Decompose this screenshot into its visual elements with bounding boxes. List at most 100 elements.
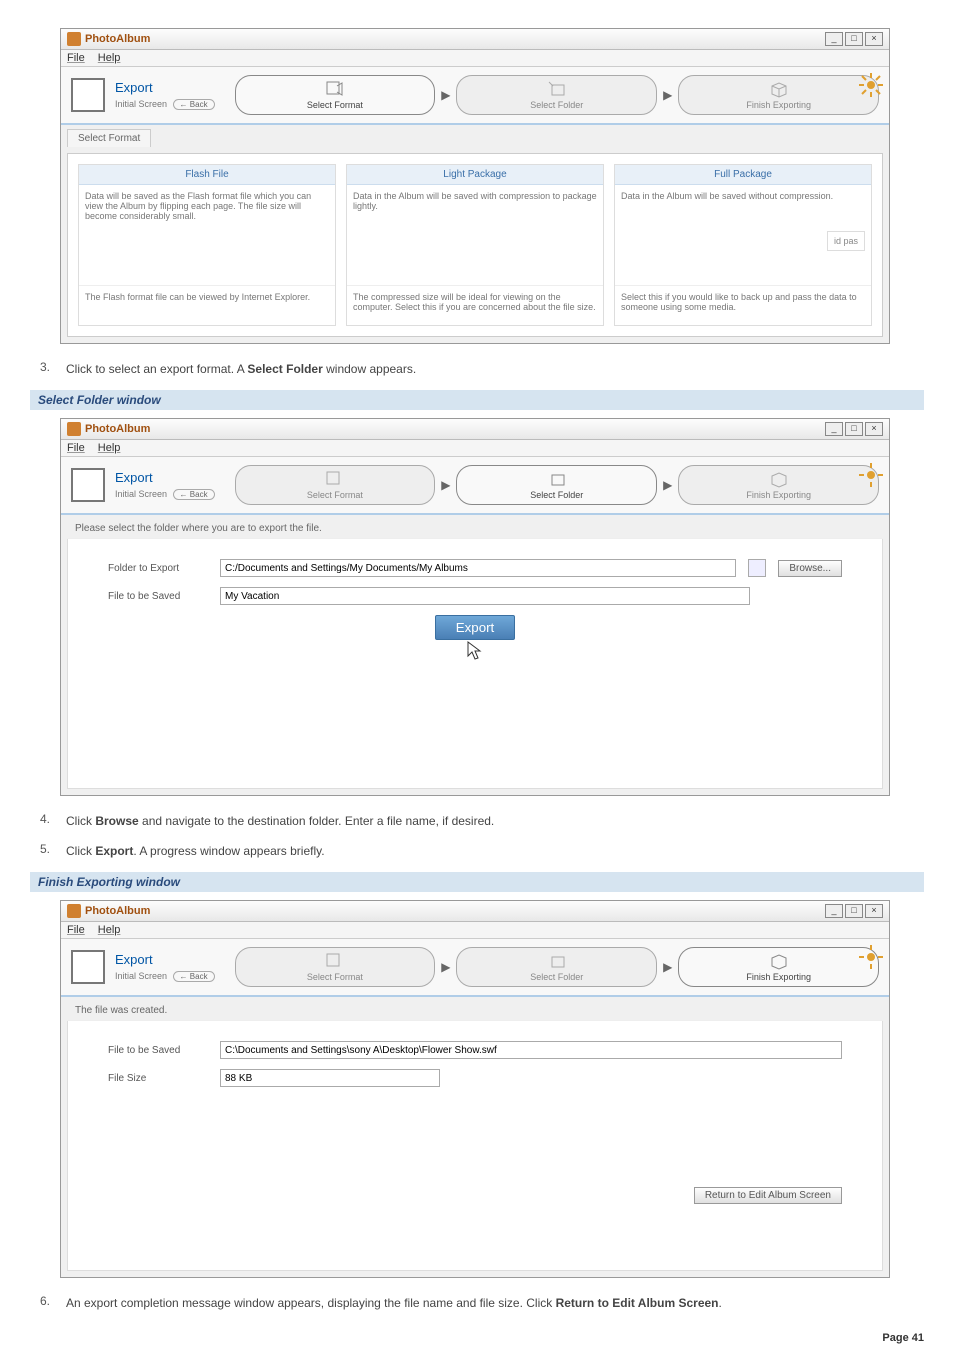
format-content: Flash File Data will be saved as the Fla… [67, 153, 883, 337]
menu-file[interactable]: File [67, 924, 85, 936]
status-line: The file was created. [67, 1001, 883, 1021]
ornament-icon [859, 945, 883, 969]
back-button[interactable]: ← Back [173, 971, 215, 982]
wizard-strip: Export Initial Screen ← Back Select Form… [61, 67, 889, 125]
heading-select-folder: Select Folder window [30, 390, 924, 410]
step-finish[interactable]: Finish Exporting [678, 947, 879, 987]
label-file-saved: File to be Saved [108, 591, 208, 602]
step-label: Select Format [307, 972, 363, 982]
wizard-logo-icon [71, 468, 105, 502]
close-button[interactable]: × [865, 904, 883, 918]
step-select-format[interactable]: Select Format [235, 947, 436, 987]
close-button[interactable]: × [865, 422, 883, 436]
bold-term: Export [95, 844, 133, 858]
form-area: Folder to Export Browse... File to be Sa… [67, 539, 883, 789]
input-file-saved[interactable] [220, 1041, 842, 1059]
app-title: PhotoAlbum [85, 423, 150, 435]
wizard-strip: Export Initial Screen ← Back Select Form… [61, 939, 889, 997]
step-number: 4. [30, 812, 50, 830]
instruction-step-4: 4. Click Browse and navigate to the dest… [30, 812, 924, 830]
box-icon [769, 470, 789, 488]
format-icon [325, 470, 345, 488]
step-label: Finish Exporting [746, 490, 811, 500]
app-title: PhotoAlbum [85, 905, 150, 917]
text: window appears. [323, 362, 416, 376]
step-label: Select Format [307, 100, 363, 110]
card-head: Flash File [79, 165, 335, 185]
menu-help[interactable]: Help [98, 442, 121, 454]
text: . [719, 1296, 722, 1310]
card-desc: Data in the Album will be saved without … [615, 185, 871, 285]
back-button[interactable]: ← Back [173, 489, 215, 500]
label-file-saved: File to be Saved [108, 1045, 208, 1056]
arrow-icon: ▶ [663, 88, 672, 102]
app-icon [67, 904, 81, 918]
format-card-light[interactable]: Light Package Data in the Album will be … [346, 164, 604, 326]
app-icon [67, 422, 81, 436]
maximize-button[interactable]: □ [845, 32, 863, 46]
text: Click to select an export format. A [66, 362, 247, 376]
app-title: PhotoAlbum [85, 33, 150, 45]
maximize-button[interactable]: □ [845, 904, 863, 918]
step-select-folder[interactable]: Select Folder [456, 75, 657, 115]
minimize-button[interactable]: _ [825, 422, 843, 436]
maximize-button[interactable]: □ [845, 422, 863, 436]
cursor-icon [466, 640, 484, 662]
close-button[interactable]: × [865, 32, 883, 46]
back-button[interactable]: ← Back [173, 99, 215, 110]
step-select-folder[interactable]: Select Folder [456, 947, 657, 987]
label-folder-export: Folder to Export [108, 563, 208, 574]
titlebar: PhotoAlbum _ □ × [61, 901, 889, 922]
text: . A progress window appears briefly. [133, 844, 324, 858]
input-file-size[interactable] [220, 1069, 440, 1087]
screenshot-select-folder: PhotoAlbum _ □ × File Help Export Initia… [60, 418, 890, 796]
text: Click [66, 844, 95, 858]
bold-term: Select Folder [247, 362, 322, 376]
format-card-full[interactable]: Full Package Data in the Album will be s… [614, 164, 872, 326]
menu-file[interactable]: File [67, 52, 85, 64]
menu-help[interactable]: Help [98, 52, 121, 64]
card-desc: Data in the Album will be saved with com… [347, 185, 603, 285]
format-icon [325, 952, 345, 970]
ornament-icon [859, 463, 883, 487]
box-icon [769, 80, 789, 98]
arrow-icon: ▶ [663, 960, 672, 974]
step-finish[interactable]: Finish Exporting [678, 75, 879, 115]
screenshot-select-format: PhotoAlbum _ □ × File Help Export Initia… [60, 28, 890, 344]
page-number: Page 41 [30, 1332, 924, 1344]
wizard-title: Export [115, 952, 215, 967]
folder-icon [547, 952, 567, 970]
heading-finish-exporting: Finish Exporting window [30, 872, 924, 892]
form-area: File to be Saved File Size Return to Edi… [67, 1021, 883, 1271]
step-select-format[interactable]: Select Format [235, 75, 436, 115]
card-head: Full Package [615, 165, 871, 185]
input-folder-export[interactable] [220, 559, 736, 577]
box-icon [769, 952, 789, 970]
step-label: Select Format [307, 490, 363, 500]
format-card-flash[interactable]: Flash File Data will be saved as the Fla… [78, 164, 336, 326]
step-label: Select Folder [530, 100, 583, 110]
menubar: File Help [61, 50, 889, 67]
input-file-saved[interactable] [220, 587, 750, 605]
app-icon [67, 32, 81, 46]
menu-file[interactable]: File [67, 442, 85, 454]
minimize-button[interactable]: _ [825, 904, 843, 918]
menubar: File Help [61, 922, 889, 939]
return-button[interactable]: Return to Edit Album Screen [694, 1187, 842, 1204]
step-label: Finish Exporting [746, 100, 811, 110]
folder-icon [547, 80, 567, 98]
step-select-folder[interactable]: Select Folder [456, 465, 657, 505]
wizard-title: Export [115, 470, 215, 485]
step-number: 3. [30, 360, 50, 378]
step-select-format[interactable]: Select Format [235, 465, 436, 505]
card-foot: The compressed size will be ideal for vi… [347, 285, 603, 325]
menu-help[interactable]: Help [98, 924, 121, 936]
initial-screen-label: Initial Screen [115, 489, 167, 499]
minimize-button[interactable]: _ [825, 32, 843, 46]
text: An export completion message window appe… [66, 1296, 556, 1310]
text: Click [66, 814, 95, 828]
browse-button[interactable]: Browse... [778, 560, 842, 577]
step-finish[interactable]: Finish Exporting [678, 465, 879, 505]
export-button[interactable]: Export [435, 615, 516, 640]
folder-picker-icon[interactable] [748, 559, 766, 577]
